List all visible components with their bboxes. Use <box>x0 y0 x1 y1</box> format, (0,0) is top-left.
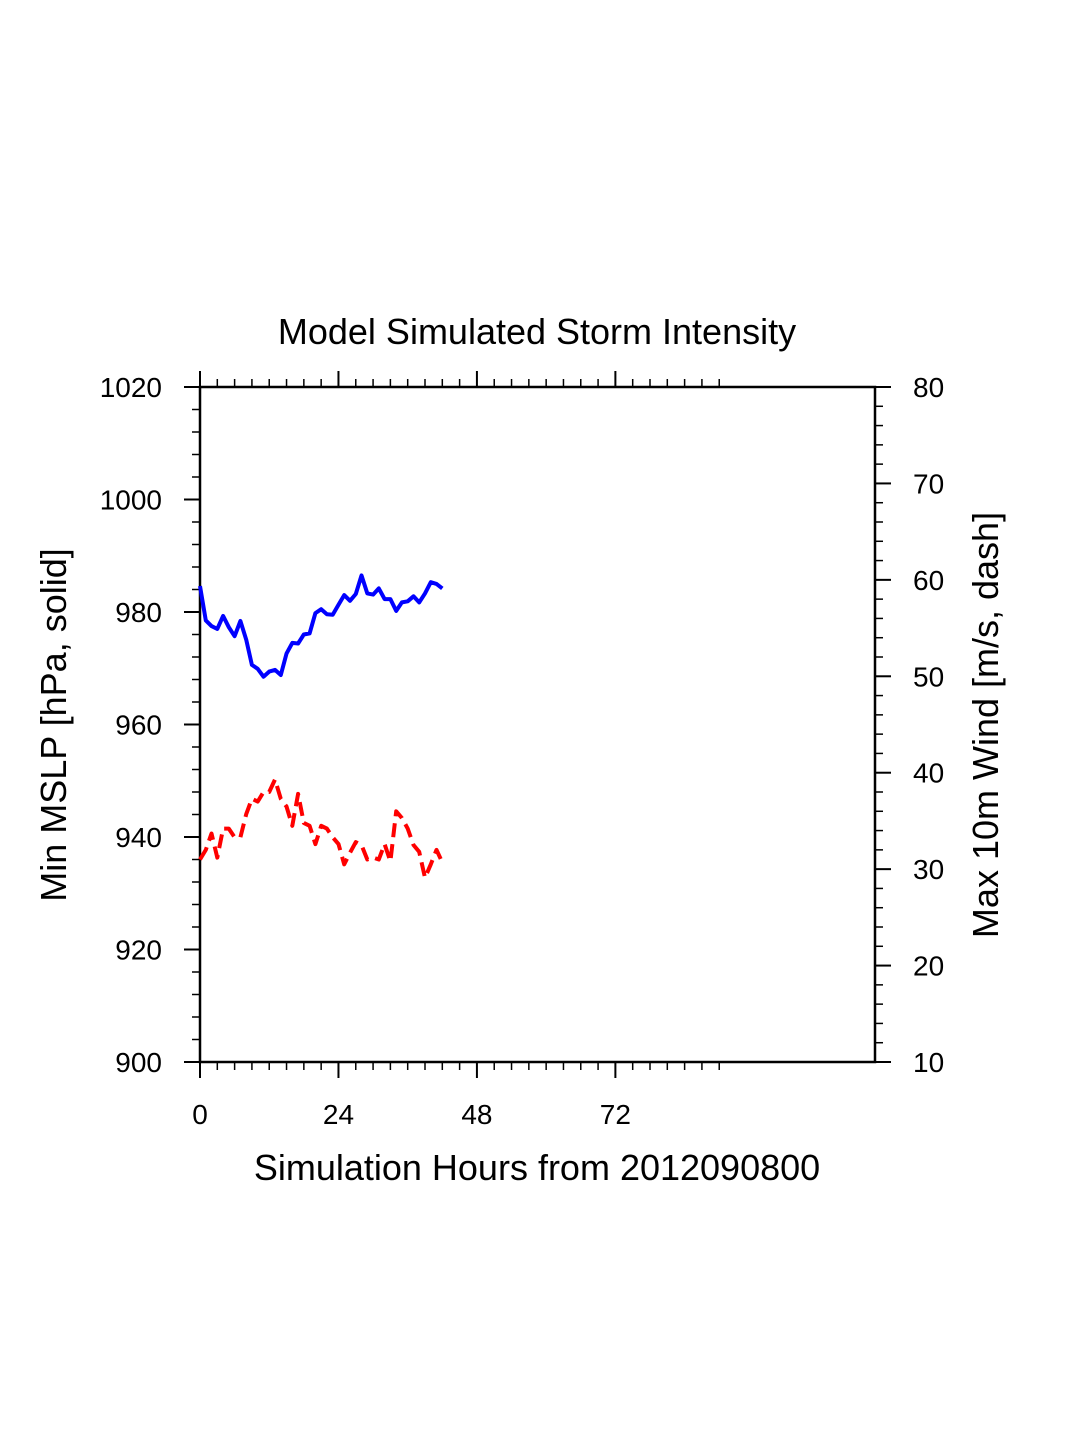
right-tick-label: 10 <box>913 1047 944 1078</box>
right-tick-label: 80 <box>913 372 944 403</box>
series-layer <box>198 573 445 880</box>
right-tick-label: 70 <box>913 468 944 499</box>
right-tick-label: 20 <box>913 951 944 982</box>
right-tick-label: 30 <box>913 854 944 885</box>
x-tick-label: 24 <box>323 1099 354 1130</box>
left-tick-label: 1000 <box>100 485 162 516</box>
right-tick-label: 40 <box>913 758 944 789</box>
right-tick-label: 60 <box>913 565 944 596</box>
right-tick-label: 50 <box>913 661 944 692</box>
left-tick-label: 960 <box>115 710 162 741</box>
axes-layer: 9009209409609801000102010203040506070800… <box>100 371 944 1130</box>
x-tick-label: 0 <box>192 1099 208 1130</box>
x-tick-label: 72 <box>600 1099 631 1130</box>
wind-series-line <box>198 777 445 880</box>
x-tick-label: 48 <box>461 1099 492 1130</box>
mslp-series-line <box>198 573 444 679</box>
left-tick-label: 920 <box>115 935 162 966</box>
x-axis-label: Simulation Hours from 2012090800 <box>254 1147 820 1188</box>
left-tick-label: 940 <box>115 822 162 853</box>
right-y-axis-label: Max 10m Wind [m/s, dash] <box>965 512 1006 938</box>
chart-title: Model Simulated Storm Intensity <box>278 311 796 352</box>
left-tick-label: 900 <box>115 1047 162 1078</box>
plot-frame <box>198 385 877 1064</box>
left-tick-label: 1020 <box>100 372 162 403</box>
left-tick-label: 980 <box>115 597 162 628</box>
left-y-axis-label: Min MSLP [hPa, solid] <box>33 548 74 902</box>
